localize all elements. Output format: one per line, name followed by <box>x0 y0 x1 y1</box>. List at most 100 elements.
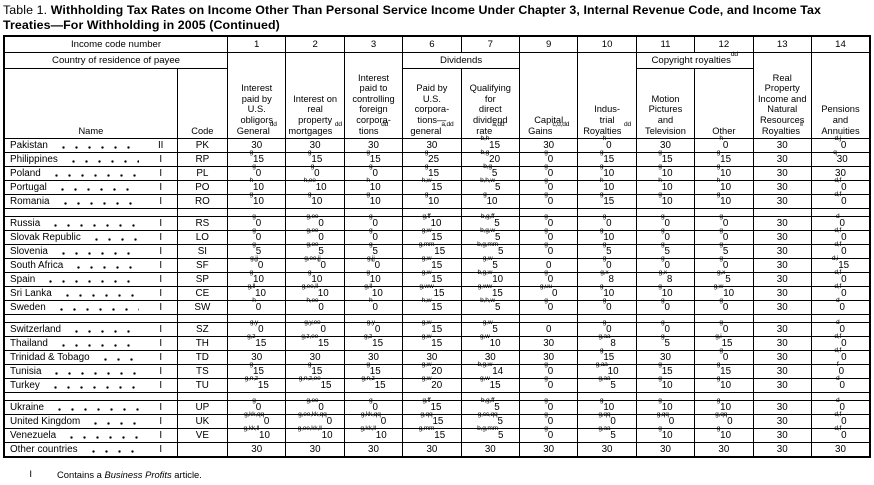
footnote-superscript: g <box>252 213 256 221</box>
country-code: TD <box>176 350 229 366</box>
rate-cell: g15 <box>694 150 754 168</box>
rate-cell: g0 <box>518 214 579 232</box>
dot-leader <box>51 408 139 412</box>
footnote-I-marker: I <box>29 469 32 481</box>
country-name-row: Slovenia I <box>10 245 177 258</box>
footnote-superscript: g <box>544 227 548 235</box>
rate-cell: g,qq0 <box>577 412 637 430</box>
rate-cell: g0 <box>694 298 754 316</box>
table-row: Switzerland I SZ g,y0 g,y,ee0 g,y0 g,w15 g,w5 0 g… <box>3 320 871 338</box>
rate-cell: g,w20 <box>402 362 462 380</box>
income-code-11: 11 <box>635 35 696 54</box>
dot-leader <box>84 450 139 454</box>
footnote-superscript: b,g,ff <box>480 397 495 405</box>
country-code: RS <box>176 216 229 232</box>
footnote-superscript: g <box>661 255 665 263</box>
footnote-superscript: g,w <box>480 375 490 383</box>
rate-cell: g,n,z15 <box>343 376 404 394</box>
spacer-cell <box>3 392 178 402</box>
footnote-superscript: g,kk,qq <box>360 411 381 419</box>
footnote-superscript: d,f <box>834 227 842 235</box>
treaty-footnote-numeral: I <box>159 246 163 258</box>
country-name-cell: South Africa I <box>3 258 178 274</box>
footnote-superscript: g <box>719 319 723 327</box>
footnote-superscript: g <box>369 397 373 405</box>
rate-cell: h0 <box>343 298 404 316</box>
country-name-cell: Trinidad & Tobago I <box>3 350 178 366</box>
country-name-cell: Ukraine I <box>3 400 178 416</box>
footnote-superscript: g,ee <box>306 397 319 405</box>
country-name-cell: Romania I <box>3 194 178 210</box>
footnote-superscript: d,j <box>834 135 842 143</box>
rate-cell: 30 <box>752 180 812 196</box>
footnote-superscript: g,jj <box>366 255 375 263</box>
rate-cell: d,f0 <box>810 348 871 366</box>
rate-cell: g,y0 <box>343 320 404 338</box>
footnote-superscript: g <box>716 191 721 199</box>
country-code: CE <box>176 286 229 302</box>
table-row: Russia I RS g0 g,ee0 g0 g,ff10 b,g,ff5 g0 g0 g0 g0 3… <box>3 214 871 232</box>
footnote-superscript: g <box>366 191 370 199</box>
rate-cell: 30 <box>752 138 812 154</box>
rate-cell: g0 <box>635 214 696 232</box>
treaty-footnote-numeral: I <box>159 380 163 392</box>
dot-leader <box>64 160 139 164</box>
rate-cell: g,x8 <box>577 270 637 288</box>
country-code: PK <box>176 138 229 154</box>
footnote-superscript: h <box>252 297 256 305</box>
dot-leader <box>96 358 139 362</box>
footnote-superscript: g,aa <box>598 425 611 433</box>
footnote-superscript: g,x <box>600 269 609 277</box>
footnote-superscript: g <box>716 361 721 369</box>
rate-cell: g,aa8 <box>577 334 637 352</box>
income-code-row: Income code number 1 2 3 6 7 9 10 11 12 … <box>3 35 871 54</box>
country-name: Russia <box>10 218 41 230</box>
rate-cell: 30 <box>752 414 812 430</box>
footnote-superscript: g <box>544 269 548 277</box>
rate-cell: h10 <box>227 178 287 196</box>
rate-cell: f0 <box>810 362 871 380</box>
footnote-superscript: g <box>307 269 312 277</box>
dot-leader <box>48 372 139 376</box>
rate-cell: g,x8 <box>635 270 696 288</box>
footnote-legend: I Contains a Business Profits article. I… <box>0 469 874 485</box>
footnote-superscript: g <box>307 149 312 157</box>
rate-cell: h0 <box>694 136 754 154</box>
rate-cell: g0 <box>518 298 579 316</box>
footnote-superscript: g,w <box>421 255 432 263</box>
group-header-row: Country of residence of payee Interest p… <box>3 51 871 140</box>
footnote-superscript: g,ee <box>306 213 319 221</box>
rate-cell: h,ee0 <box>285 298 345 316</box>
rate-cell: g10 <box>577 284 637 302</box>
rate-cell: 30 <box>752 258 812 274</box>
income-code-number-label: Income code number <box>3 35 229 54</box>
rate-cell: b,h15 <box>460 136 520 154</box>
footnote-superscript: g <box>599 191 604 199</box>
rate-cell: g0 <box>577 298 637 316</box>
footnote-superscript: g <box>719 227 723 235</box>
rate-cell: h0 <box>227 298 287 316</box>
rate-cell: d,f0 <box>810 178 871 196</box>
rate-cell: g,z15 <box>227 334 287 352</box>
treaty-footnote-numeral: I <box>159 338 163 350</box>
dot-leader <box>53 188 139 192</box>
rate-cell: g0 <box>694 320 754 338</box>
rate-cell: g0 <box>518 412 579 430</box>
col-header-pensions: Pensions and Annuities <box>810 52 871 140</box>
rate-cell: g,qq0 <box>635 412 696 430</box>
rate-cell: g10 <box>460 192 520 210</box>
country-code: LO <box>176 230 229 246</box>
dot-leader <box>47 174 139 178</box>
spacer-cell <box>752 392 812 402</box>
country-name-row: Venezuela I <box>10 429 177 442</box>
footnote-superscript: d,f <box>834 269 842 277</box>
rate-cell: g15 <box>577 192 637 210</box>
treaty-footnote-numeral: I <box>159 168 163 180</box>
footnote-superscript: g,w <box>421 375 432 383</box>
footnote-superscript: b,g,w <box>477 361 493 369</box>
income-code-13: 13 <box>752 35 812 54</box>
footnote-superscript: d,f <box>834 425 842 433</box>
rate-cell: 30 <box>285 442 345 458</box>
footnote-superscript: g,ff <box>422 397 431 405</box>
col-header-interest-cfc: Interest paid to controlling foreign cor… <box>343 52 404 140</box>
